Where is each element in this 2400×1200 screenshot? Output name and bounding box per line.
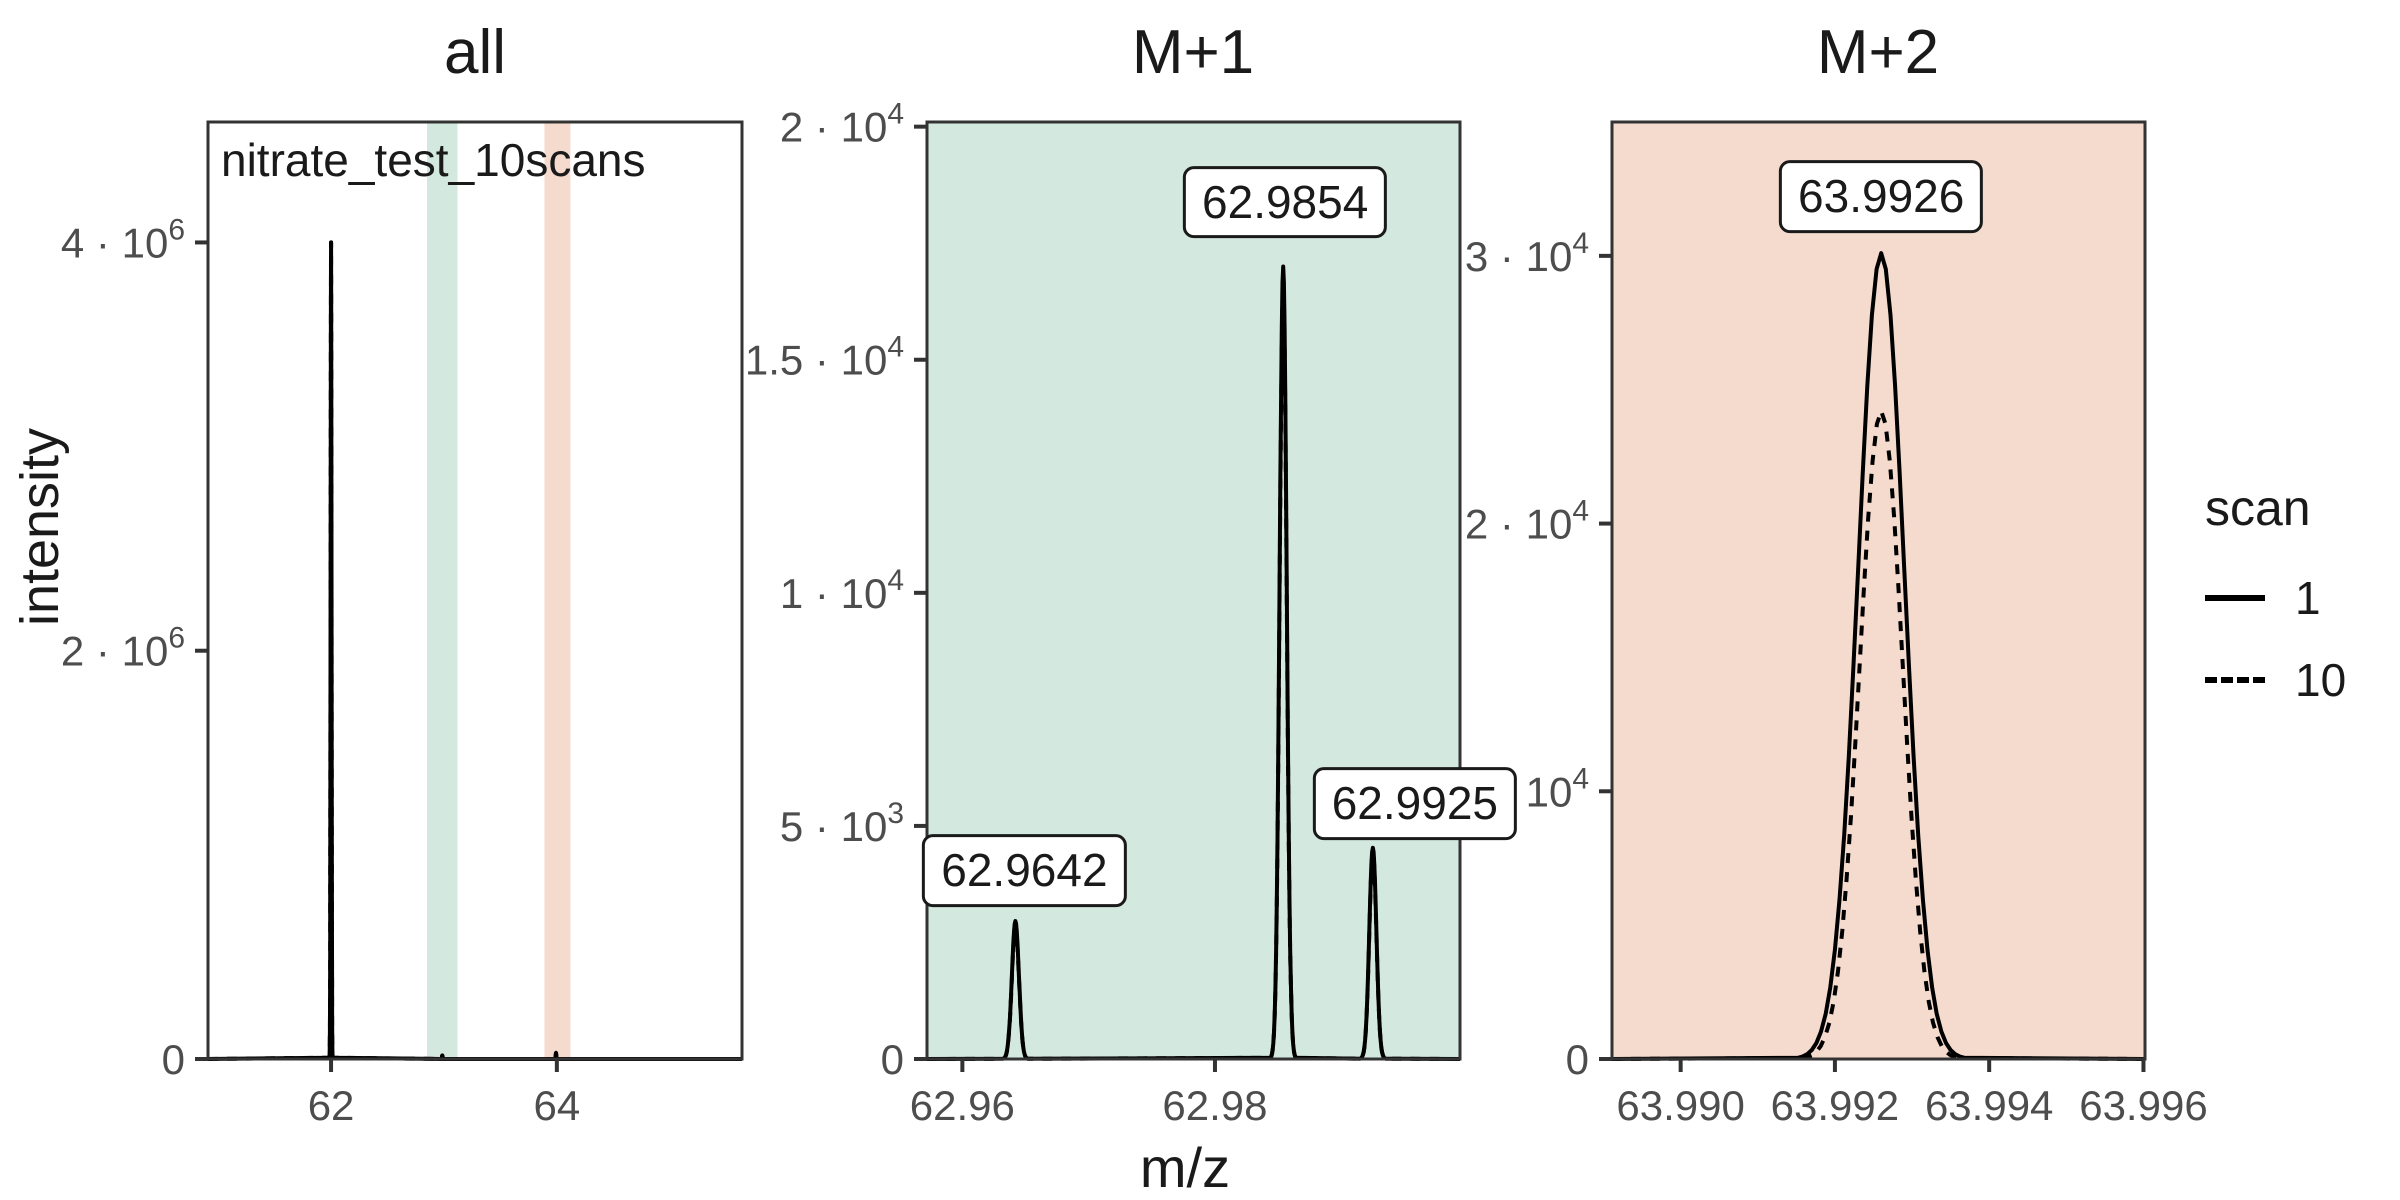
solid-line-key-icon: [2205, 595, 2265, 601]
y-tick-label: 0: [881, 1036, 904, 1083]
facet-title-m2: M+2: [1816, 18, 1940, 87]
y-tick-label: 1.5 · 104: [745, 331, 904, 384]
x-tick-label: 64: [533, 1082, 580, 1129]
y-tick-label: 1 · 104: [780, 564, 904, 617]
panel-border: [206, 120, 744, 1061]
x-tick-label: 63.990: [1616, 1082, 1744, 1129]
y-tick-label: 2 · 104: [1465, 495, 1589, 548]
y-tick-label: 0: [162, 1036, 185, 1083]
dashed-line-key-icon: [2205, 677, 2265, 683]
y-tick-label: 2 · 106: [61, 622, 185, 675]
sample-name-annotation: nitrate_test_10scans: [221, 134, 646, 186]
x-tick-label: 62.98: [1162, 1082, 1267, 1129]
peak-mz-label: 62.9925: [1312, 766, 1517, 840]
spectrum-line-scan10: [207, 240, 742, 1061]
legend-title: scan: [2205, 480, 2311, 536]
spectrum-line-scan10: [926, 283, 1461, 1061]
y-tick-label: 5 · 103: [780, 797, 904, 850]
highlight-band: [427, 122, 458, 1059]
highlight-band: [544, 122, 571, 1059]
panel-background: [927, 122, 1460, 1059]
x-tick-label: 62.96: [910, 1082, 1015, 1129]
legend-entry-scan10: 10: [2205, 657, 2346, 703]
y-axis-title: intensity: [10, 427, 70, 627]
y-tick-label: 2 · 104: [780, 98, 904, 151]
spectrum-line-scan1: [1611, 251, 2146, 1061]
facet-title-m1: M+1: [1131, 18, 1255, 87]
facet-title-all: all: [443, 18, 507, 87]
x-tick-label: 62: [308, 1082, 355, 1129]
legend-entry-label: 1: [2295, 572, 2321, 624]
spectrum-line-scan10: [1611, 409, 2146, 1061]
panel-background: [208, 122, 742, 1059]
y-tick-label: 0: [1566, 1036, 1589, 1083]
x-tick-label: 63.996: [2079, 1082, 2207, 1129]
y-tick-label: 4 · 106: [61, 213, 185, 266]
spectrum-line-scan1: [926, 264, 1461, 1061]
x-tick-label: 63.994: [1925, 1082, 2053, 1129]
panel-border: [925, 120, 1462, 1061]
peak-mz-label: 62.9642: [922, 834, 1127, 907]
scan-legend: scan 1 10: [2205, 483, 2346, 703]
peak-mz-label: 63.9926: [1779, 160, 1984, 234]
panel-background: [1612, 122, 2145, 1059]
legend-entry-scan1: 1: [2205, 575, 2346, 621]
y-tick-label: 3 · 104: [1465, 227, 1589, 280]
x-tick-label: 63.992: [1771, 1082, 1899, 1129]
peak-mz-label: 62.9854: [1183, 165, 1388, 239]
panel-border: [1610, 120, 2147, 1061]
legend-entry-label: 10: [2295, 654, 2347, 706]
x-axis-title: m/z: [1139, 1136, 1231, 1199]
